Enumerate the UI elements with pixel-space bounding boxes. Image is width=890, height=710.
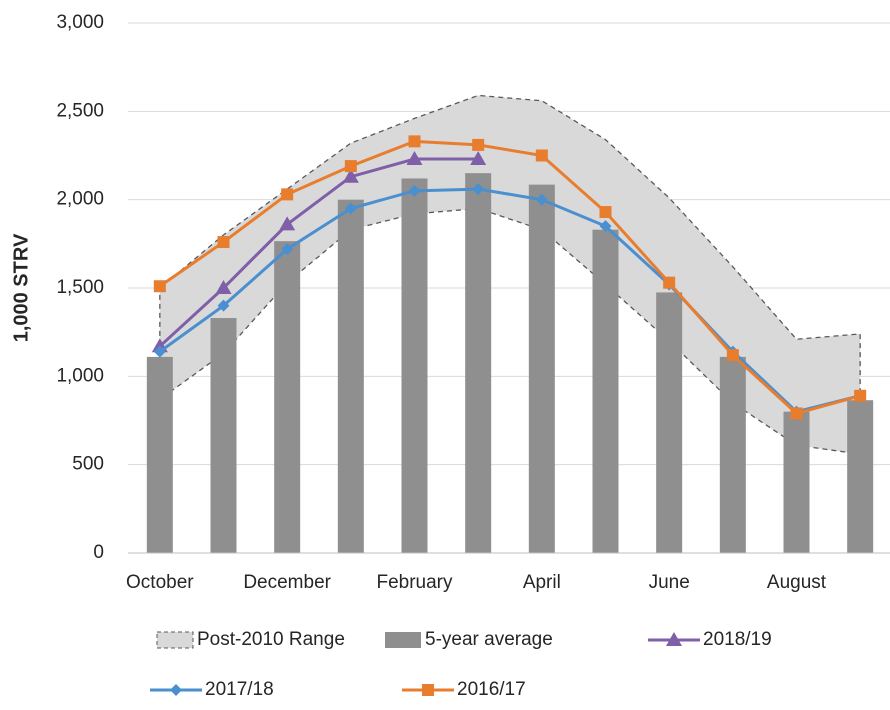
marker [472, 183, 485, 196]
marker [535, 149, 548, 162]
legend-label: 5-year average [425, 629, 553, 650]
marker [408, 184, 421, 197]
y-tick-label: 1,000 [56, 365, 104, 386]
legend-swatch [156, 631, 194, 649]
bar [401, 178, 428, 553]
line [158, 157, 479, 348]
marker [217, 299, 230, 312]
x-tick-label: August [767, 572, 827, 593]
x-tick-label: October [126, 572, 194, 593]
marker [599, 220, 612, 233]
y-axis-label: 1,000 STRV [10, 233, 32, 342]
marker [666, 632, 682, 646]
legend-label: Post-2010 Range [197, 629, 345, 650]
marker [153, 280, 166, 293]
legend-label: 2016/17 [457, 679, 526, 700]
marker [153, 345, 166, 358]
marker [790, 407, 803, 420]
x-tick-label: February [376, 572, 453, 593]
marker [279, 216, 296, 231]
x-tick-label: June [649, 572, 690, 593]
legend-swatch [385, 632, 421, 648]
marker [854, 389, 867, 402]
bar [719, 356, 746, 553]
marker [599, 206, 612, 219]
marker [726, 349, 739, 362]
marker [663, 276, 676, 289]
marker [344, 160, 357, 173]
line [158, 187, 861, 414]
y-tick-label: 2,000 [56, 189, 104, 210]
bar [592, 229, 619, 553]
legend-label: 2017/18 [205, 679, 274, 700]
bar [210, 318, 237, 553]
bar [146, 356, 173, 553]
marker [342, 168, 359, 183]
marker [470, 151, 487, 166]
marker [422, 684, 434, 696]
marker [408, 135, 421, 148]
bar [274, 241, 301, 553]
marker [406, 151, 423, 166]
marker [170, 684, 182, 696]
bar [783, 411, 810, 553]
y-tick-label: 3,000 [56, 12, 104, 33]
legend-label: 2018/19 [703, 629, 772, 650]
bar [528, 184, 555, 553]
bar [656, 292, 683, 553]
marker [472, 138, 485, 151]
y-tick-label: 500 [72, 454, 104, 475]
marker [535, 193, 548, 206]
x-tick-label: December [243, 572, 331, 593]
marker [215, 280, 232, 294]
y-tick-label: 1,500 [56, 277, 104, 298]
line [158, 139, 861, 416]
bar [847, 400, 874, 553]
marker [344, 202, 357, 215]
marker [217, 236, 230, 249]
y-tick-label: 0 [93, 542, 104, 563]
x-tick-label: April [523, 572, 561, 593]
bar [465, 173, 492, 553]
bar [337, 199, 364, 553]
marker [281, 188, 294, 201]
y-tick-label: 2,500 [56, 100, 104, 121]
marker [281, 243, 294, 256]
